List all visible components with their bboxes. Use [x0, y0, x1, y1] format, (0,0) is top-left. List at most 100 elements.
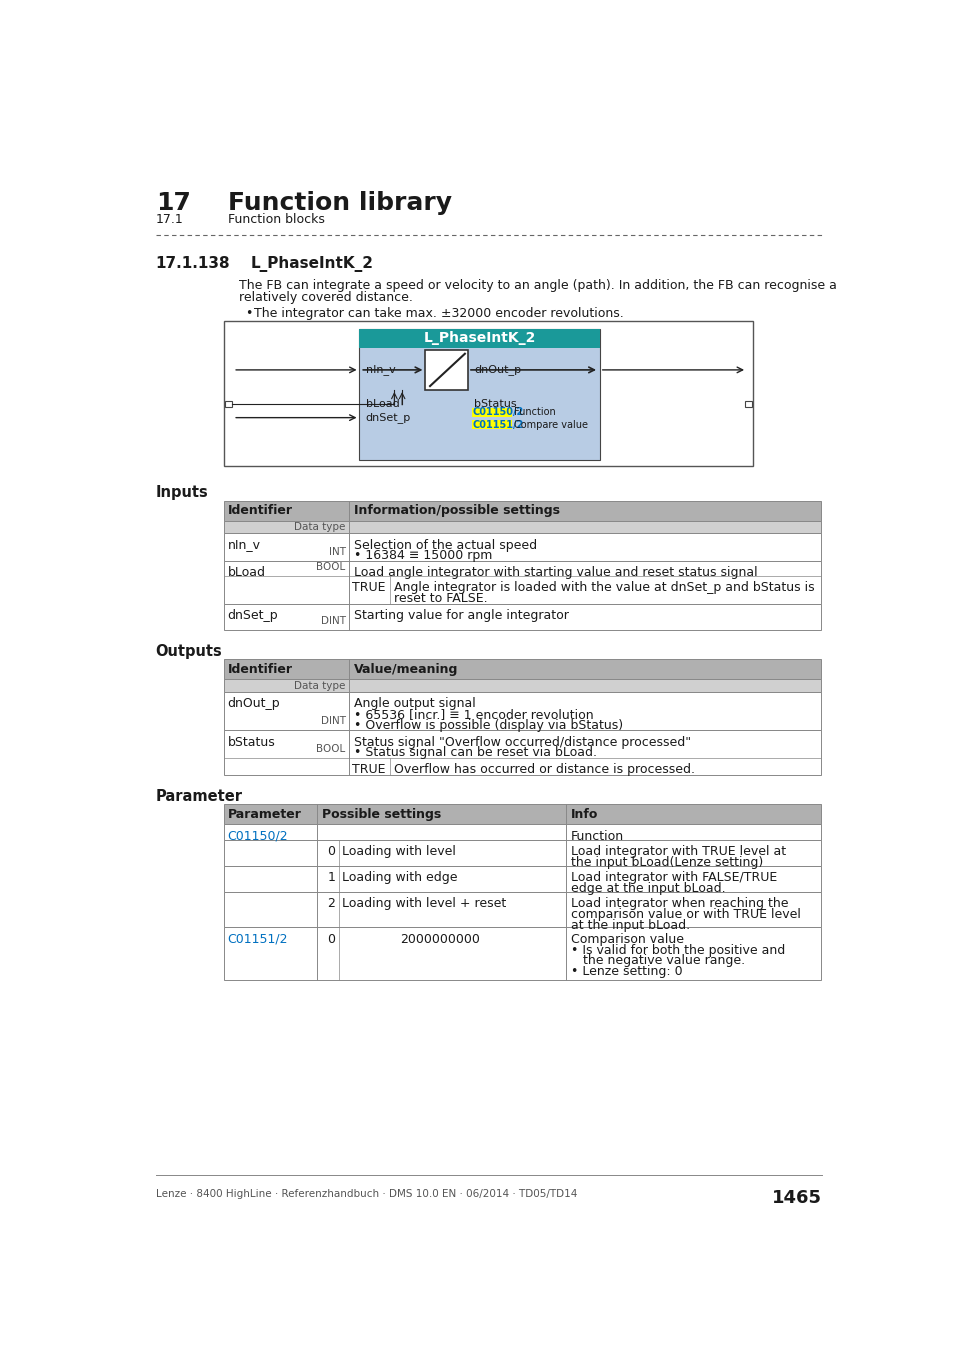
Text: • 65536 [incr.] ≡ 1 encoder revolution: • 65536 [incr.] ≡ 1 encoder revolution [354, 707, 593, 721]
Bar [224, 659, 820, 679]
Text: Selection of the actual speed: Selection of the actual speed [354, 539, 537, 552]
Bar [224, 892, 820, 927]
Text: DINT: DINT [320, 717, 345, 726]
Bar [224, 927, 820, 980]
Text: C01150/2: C01150/2 [228, 830, 288, 842]
Text: comparison value or with TRUE level: comparison value or with TRUE level [571, 909, 801, 921]
Text: the negative value range.: the negative value range. [571, 954, 744, 968]
Text: Comparison value: Comparison value [571, 933, 683, 946]
Text: relatively covered distance.: relatively covered distance. [239, 290, 413, 304]
Text: Overflow has occurred or distance is processed.: Overflow has occurred or distance is pro… [394, 763, 694, 776]
Text: Function blocks: Function blocks [228, 213, 324, 225]
Text: L_PhaseIntK_2: L_PhaseIntK_2 [423, 331, 536, 346]
Text: Function: Function [514, 408, 556, 417]
Text: • Status signal can be reset via bLoad.: • Status signal can be reset via bLoad. [354, 747, 597, 760]
Text: Value/meaning: Value/meaning [354, 663, 458, 676]
Text: • Overflow is possible (display via bStatus): • Overflow is possible (display via bSta… [354, 718, 622, 732]
Bar [224, 560, 820, 603]
Text: •: • [245, 306, 253, 320]
Bar [224, 691, 820, 730]
Text: dnSet_p: dnSet_p [228, 609, 278, 622]
Text: Lenze · 8400 HighLine · Referenzhandbuch · DMS 10.0 EN · 06/2014 · TD05/TD14: Lenze · 8400 HighLine · Referenzhandbuch… [155, 1189, 577, 1199]
Text: dnSet_p: dnSet_p [365, 412, 411, 423]
Text: Loading with level: Loading with level [342, 845, 456, 859]
Text: The integrator can take max. ±32000 encoder revolutions.: The integrator can take max. ±32000 enco… [253, 306, 623, 320]
Text: Identifier: Identifier [228, 663, 293, 676]
Text: BOOL: BOOL [316, 563, 345, 572]
Text: INT: INT [328, 547, 345, 558]
Text: Status signal "Overflow occurred/distance processed": Status signal "Overflow occurred/distanc… [354, 736, 691, 749]
Text: Identifier: Identifier [228, 505, 293, 517]
Bar [224, 533, 820, 560]
Text: nIn_v: nIn_v [228, 539, 260, 552]
Text: TRUE: TRUE [352, 763, 385, 776]
Text: edge at the input bLoad.: edge at the input bLoad. [571, 882, 725, 895]
Text: Load integrator with FALSE/TRUE: Load integrator with FALSE/TRUE [571, 871, 777, 884]
Text: at the input bLoad.: at the input bLoad. [571, 919, 689, 931]
Text: Information/possible settings: Information/possible settings [354, 505, 559, 517]
Text: Outputs: Outputs [155, 644, 222, 659]
Text: 17: 17 [155, 192, 191, 215]
Text: BOOL: BOOL [316, 744, 345, 755]
Text: C01150/2: C01150/2 [472, 408, 523, 417]
Bar [224, 501, 820, 521]
Text: Data type: Data type [294, 680, 345, 691]
Text: 0: 0 [327, 933, 335, 946]
Text: Function: Function [571, 830, 623, 842]
Text: Angle output signal: Angle output signal [354, 697, 476, 710]
Text: Inputs: Inputs [155, 486, 208, 501]
Text: reset to FALSE.: reset to FALSE. [394, 591, 487, 605]
Text: L_PhaseIntK_2: L_PhaseIntK_2 [251, 256, 374, 271]
Text: dnOut_p: dnOut_p [474, 364, 520, 375]
Bar [224, 730, 820, 775]
Text: C01151/2: C01151/2 [472, 420, 523, 429]
Text: 1465: 1465 [771, 1189, 821, 1207]
Text: bLoad: bLoad [228, 566, 266, 579]
Bar [224, 840, 820, 865]
Bar [425, 350, 468, 390]
Text: The FB can integrate a speed or velocity to an angle (path). In addition, the FB: The FB can integrate a speed or velocity… [239, 279, 837, 292]
Text: Info: Info [571, 807, 598, 821]
Text: 2000000000: 2000000000 [399, 933, 479, 946]
Bar [224, 679, 820, 691]
Text: DINT: DINT [320, 617, 345, 626]
Text: Parameter: Parameter [155, 788, 242, 803]
Text: Compare value: Compare value [514, 420, 588, 429]
Text: Loading with edge: Loading with edge [342, 871, 457, 884]
Text: Load angle integrator with starting value and reset status signal: Load angle integrator with starting valu… [354, 566, 757, 579]
Text: 17.1: 17.1 [155, 213, 183, 225]
Text: nIn_v: nIn_v [365, 364, 395, 375]
Text: Starting value for angle integrator: Starting value for angle integrator [354, 609, 568, 622]
Bar [224, 865, 820, 892]
Text: Loading with level + reset: Loading with level + reset [342, 898, 506, 910]
Text: • Is valid for both the positive and: • Is valid for both the positive and [571, 944, 784, 957]
Text: Load integrator when reaching the: Load integrator when reaching the [571, 898, 788, 910]
Text: • 16384 ≡ 15000 rpm: • 16384 ≡ 15000 rpm [354, 549, 492, 563]
Text: bStatus: bStatus [474, 398, 517, 409]
Text: Load integrator with TRUE level at: Load integrator with TRUE level at [571, 845, 785, 859]
Text: TRUE: TRUE [352, 580, 385, 594]
Text: dnOut_p: dnOut_p [228, 697, 280, 710]
Bar [224, 825, 820, 840]
Text: 17.1.138: 17.1.138 [155, 256, 230, 271]
Bar [224, 603, 820, 630]
Bar [224, 321, 753, 466]
Text: • Lenze setting: 0: • Lenze setting: 0 [571, 965, 682, 979]
Text: 1: 1 [327, 871, 335, 884]
Text: Parameter: Parameter [228, 807, 301, 821]
Bar [472, 420, 512, 429]
Bar [744, 401, 751, 406]
Text: 0: 0 [327, 845, 335, 859]
Text: the input bLoad(Lenze setting): the input bLoad(Lenze setting) [571, 856, 762, 869]
Bar [224, 805, 820, 825]
Text: Function library: Function library [228, 192, 452, 215]
Bar [472, 408, 512, 417]
Bar [225, 401, 232, 406]
Text: Angle integrator is loaded with the value at dnSet_p and bStatus is: Angle integrator is loaded with the valu… [394, 580, 813, 594]
Text: 2: 2 [327, 898, 335, 910]
Text: C01151/2: C01151/2 [228, 933, 288, 946]
Bar [224, 521, 820, 533]
Text: bStatus: bStatus [228, 736, 275, 749]
Bar [359, 329, 599, 460]
Text: Data type: Data type [294, 522, 345, 532]
